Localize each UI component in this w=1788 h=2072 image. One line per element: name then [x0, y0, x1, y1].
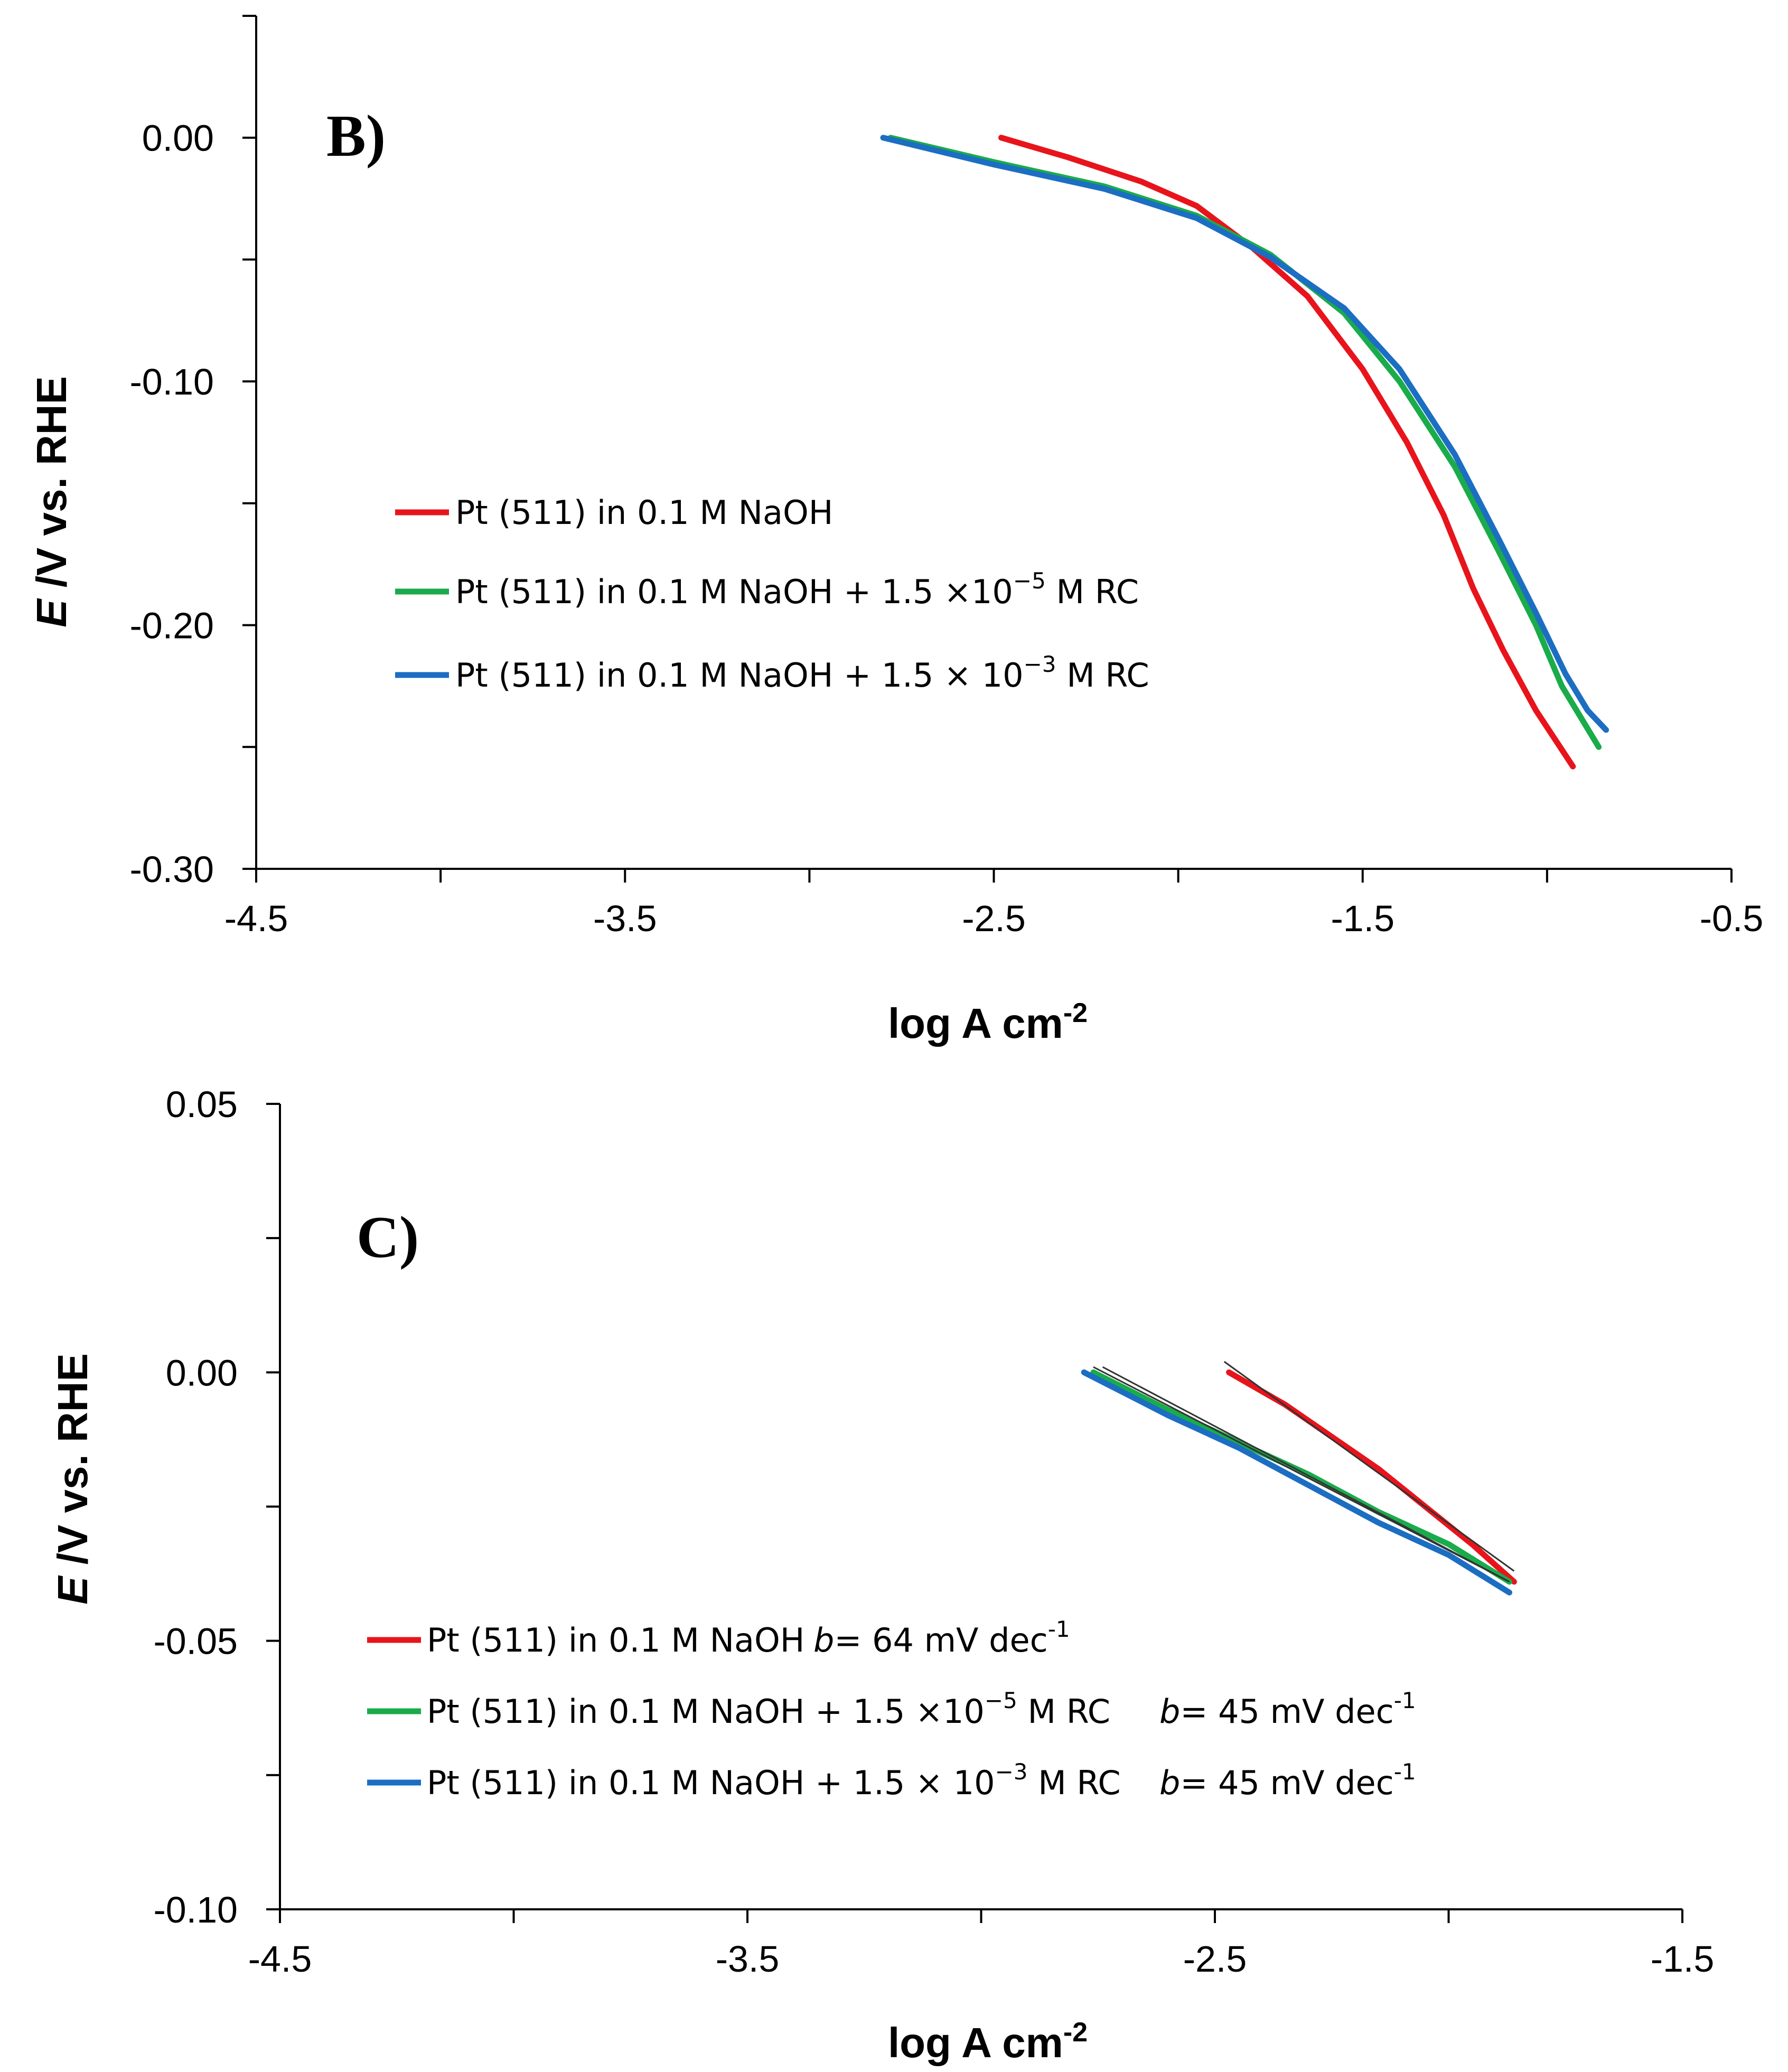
- panel-b-x-tick-label: -0.5: [1700, 898, 1764, 939]
- panel-b-axes: -4.5 -3.5 -2.5 -1.5 -0.5 0.00 -0.10 -0.20 -0.30: [129, 15, 1764, 939]
- legend-label-green: Pt (511) in 0.1 M NaOH + 1.5 ×10−5 M RC: [455, 568, 1139, 611]
- panel-c-chart: -4.5 -3.5 -2.5 -1.5 0.05 0.00 -0.05 -0.10 C) lo…: [49, 1084, 1714, 2066]
- panel-b-label: B): [326, 104, 386, 169]
- panel-c-y-tick-label: -0.10: [153, 1889, 238, 1930]
- legend-label-red: Pt (511) in 0.1 M NaOH: [427, 1621, 804, 1660]
- panel-c-legend: Pt (511) in 0.1 M NaOH b= 64 mV dec-1 Pt…: [367, 1616, 1416, 1802]
- panel-c-fit-line-red: [1223, 1361, 1515, 1572]
- panel-c-x-tick-label: -3.5: [716, 1938, 780, 1980]
- panel-b-y-tick-label: -0.30: [129, 849, 214, 890]
- panel-b-series-red: [998, 135, 1576, 770]
- panel-b-x-axis-title: log A cm-2: [888, 998, 1088, 1047]
- legend-label-red: Pt (511) in 0.1 M NaOH: [455, 493, 833, 532]
- panel-c-x-axis-title: log A cm-2: [888, 2017, 1088, 2066]
- panel-b-x-tick-label: -1.5: [1331, 898, 1394, 939]
- panel-b-legend: Pt (511) in 0.1 M NaOH Pt (511) in 0.1 M…: [395, 493, 1149, 695]
- panel-b-y-tick-label: -0.20: [129, 605, 214, 646]
- slope-label-red: b= 64 mV dec-1: [813, 1616, 1070, 1660]
- panel-c-fit-line-blue: [1102, 1366, 1510, 1583]
- panel-c-x-tick-label: -2.5: [1183, 1938, 1247, 1980]
- panel-c-series: [1081, 1361, 1517, 1596]
- panel-c-series-green: [1090, 1369, 1512, 1585]
- panel-b-y-tick-label: 0.00: [142, 118, 214, 159]
- slope-label-blue: b= 45 mV dec-1: [1159, 1759, 1416, 1802]
- panel-c-y-tick-label: 0.05: [166, 1084, 238, 1125]
- legend-label-blue: Pt (511) in 0.1 M NaOH + 1.5 × 10−3 M RC: [455, 651, 1149, 695]
- panel-c-label: C): [357, 1205, 419, 1270]
- panel-b-x-tick-label: -3.5: [593, 898, 657, 939]
- panel-b-chart: -4.5 -3.5 -2.5 -1.5 -0.50.00-0.10-0.20-0.30 …: [28, 15, 1764, 1047]
- legend-label-blue: Pt (511) in 0.1 M NaOH + 1.5 × 10−3 M RC: [427, 1759, 1121, 1802]
- panel-c-legend-item-green: Pt (511) in 0.1 M NaOH + 1.5 ×10−5 M RC …: [367, 1687, 1416, 1731]
- panel-c-series-blue: [1081, 1369, 1512, 1596]
- panel-c-series-red: [1226, 1369, 1517, 1585]
- slope-label-green: b= 45 mV dec-1: [1159, 1687, 1416, 1731]
- panel-b-legend-item-red: Pt (511) in 0.1 M NaOH: [395, 493, 833, 532]
- legend-label-green: Pt (511) in 0.1 M NaOH + 1.5 ×10−5 M RC: [427, 1687, 1110, 1731]
- panel-c-y-tick-label: -0.05: [153, 1621, 238, 1662]
- panel-c-legend-item-blue: Pt (511) in 0.1 M NaOH + 1.5 × 10−3 M RC…: [367, 1759, 1416, 1802]
- panel-b-y-axis-title: E /V vs. RHE: [28, 376, 75, 627]
- panel-b-x-tick-label: -4.5: [224, 898, 288, 939]
- panel-b-series-blue: [880, 135, 1609, 733]
- panel-c-x-tick-label: -1.5: [1651, 1938, 1715, 1980]
- panel-c-legend-item-red: Pt (511) in 0.1 M NaOH b= 64 mV dec-1: [367, 1616, 1070, 1660]
- panel-b-series: [880, 135, 1609, 770]
- panel-b-x-tick-label: -2.5: [962, 898, 1026, 939]
- panel-b-y-tick-label: -0.10: [129, 361, 214, 402]
- panel-c-y-axis-title: E /V vs. RHE: [49, 1353, 96, 1605]
- panel-b-legend-item-blue: Pt (511) in 0.1 M NaOH + 1.5 × 10−3 M RC: [395, 651, 1149, 695]
- panel-c-y-tick-label: 0.00: [166, 1352, 238, 1393]
- panel-b-legend-item-green: Pt (511) in 0.1 M NaOH + 1.5 ×10−5 M RC: [395, 568, 1139, 611]
- panel-c-axes: -4.5 -3.5 -2.5 -1.5 0.05 0.00 -0.05 -0.10: [153, 1084, 1714, 1980]
- panel-c-x-tick-label: -4.5: [248, 1938, 312, 1980]
